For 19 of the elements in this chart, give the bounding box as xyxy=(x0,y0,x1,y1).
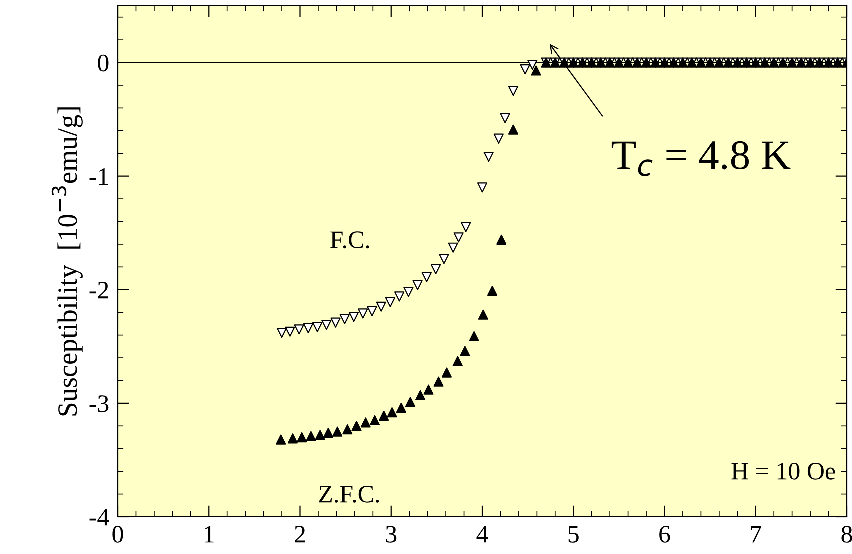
y-tick-label: -2 xyxy=(90,282,108,299)
x-tick-label: 0 xyxy=(112,526,124,543)
x-tick-label: 8 xyxy=(842,526,852,543)
annotation: H = 10 Oe xyxy=(732,462,836,480)
series-label: Z.F.C. xyxy=(319,486,380,503)
x-tick-label: 3 xyxy=(386,526,397,543)
text: F.C. xyxy=(330,232,370,249)
y-tick-label: -3 xyxy=(90,396,109,412)
x-tick-label: 5 xyxy=(568,526,579,543)
y-tick-label: 0 xyxy=(98,54,109,72)
annotation: T$_{c}$ = 4.8 K xyxy=(612,141,791,176)
y-tick-label: -4 xyxy=(90,509,110,526)
y-tick-label: -1 xyxy=(90,168,108,186)
x-tick-label: 7 xyxy=(751,526,762,543)
x-tick-label: 1 xyxy=(205,526,214,543)
y-axis-title: Susceptibility [10$^{−3}$emu/g] xyxy=(52,108,83,416)
x-tick-label: 4 xyxy=(476,526,488,543)
x-tick-label: 6 xyxy=(660,526,670,543)
x-tick-label: 2 xyxy=(295,526,306,543)
